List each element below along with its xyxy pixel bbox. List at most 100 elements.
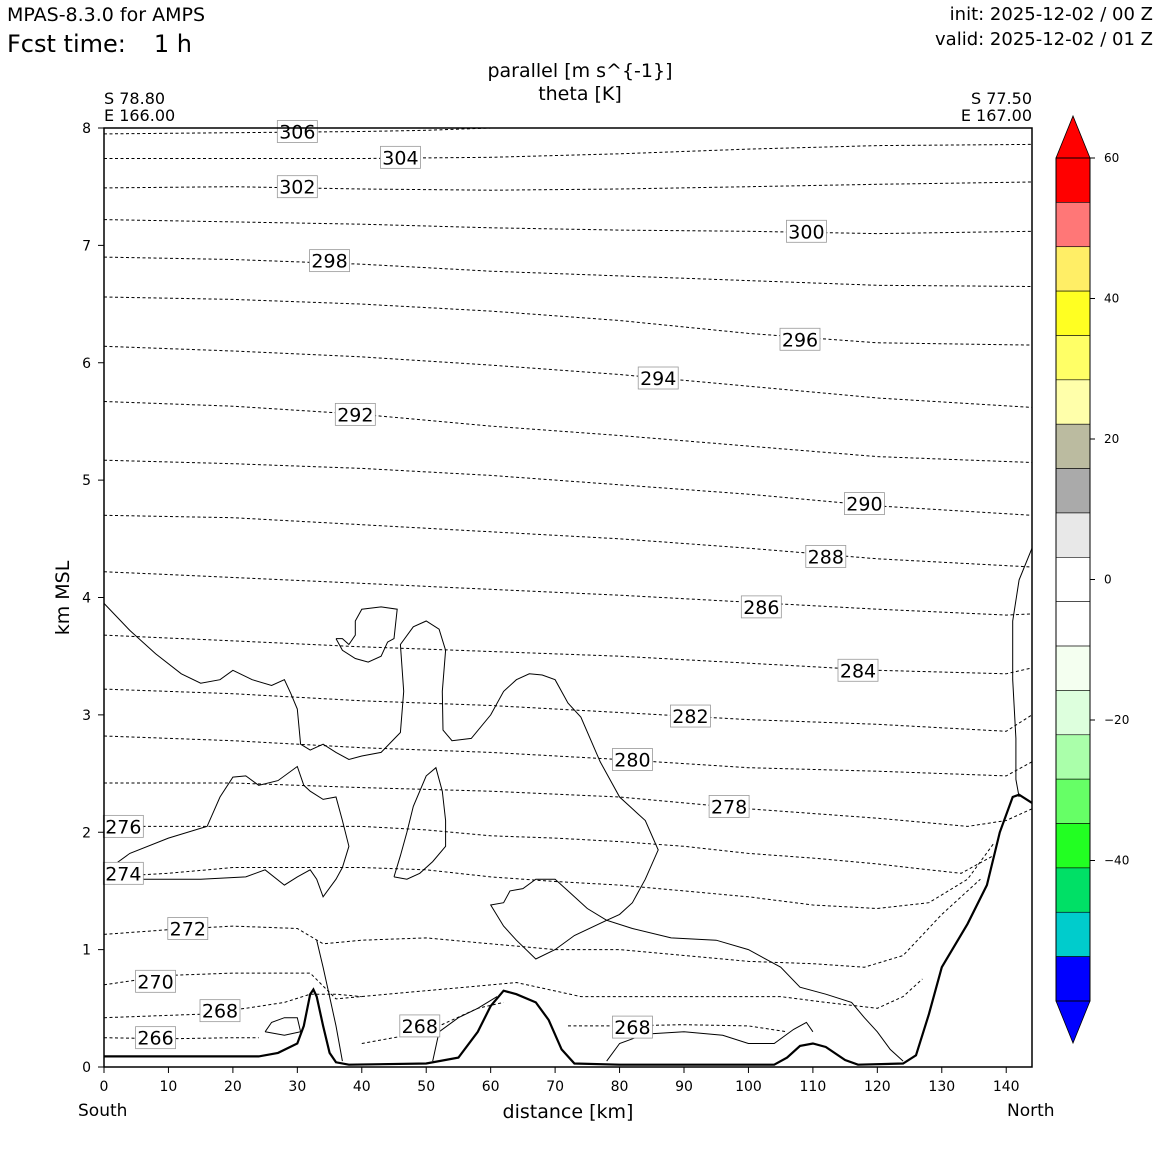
theta-label-text: 274 — [105, 863, 141, 885]
theta-label-268: 268 — [399, 1014, 441, 1038]
contour-layer — [104, 128, 1032, 1066]
y-tick-label: 1 — [82, 943, 91, 959]
wind-contour-6 — [264, 1017, 302, 1036]
theta-contour-270 — [104, 972, 923, 1009]
theta-label-298: 298 — [309, 249, 350, 273]
theta-label-296: 296 — [779, 327, 821, 351]
north-direction-label: North — [1007, 1101, 1055, 1121]
theta-label-box — [399, 1014, 441, 1038]
theta-label-box — [276, 175, 318, 199]
theta-contour-302 — [104, 181, 1032, 191]
valid-time: valid: 2025-12-02 / 01 Z — [935, 29, 1153, 50]
colorbar-segment — [1055, 423, 1091, 469]
theta-contour-276 — [104, 825, 994, 874]
theta-contour-284 — [104, 634, 1032, 675]
colorbar-segment — [1055, 734, 1091, 780]
colorbar-segment — [1055, 557, 1091, 602]
x-tick-label: 140 — [993, 1079, 1020, 1095]
chart-subtitle: theta [K] — [538, 83, 622, 105]
wind-contour-0 — [104, 603, 904, 1062]
theta-contour-296 — [104, 296, 1032, 346]
x-tick-label: 30 — [288, 1079, 306, 1095]
theta-contour-300 — [104, 219, 1032, 235]
x-tick-label: 60 — [482, 1079, 500, 1095]
wind-contour-4 — [1012, 548, 1032, 798]
colorbar-segment — [1055, 778, 1091, 824]
theta-contour-266 — [104, 1037, 259, 1040]
theta-label-box — [708, 795, 750, 818]
colorbar-extend-min — [1055, 1000, 1091, 1045]
theta-label-text: 288 — [808, 546, 844, 568]
theta-label-text: 298 — [311, 251, 347, 273]
right-endpoint-lat: S 77.50 — [970, 89, 1032, 108]
colorbar-segment — [1055, 512, 1091, 558]
theta-label-text: 282 — [672, 706, 708, 728]
theta-label-text: 306 — [279, 122, 315, 144]
theta-label-text: 270 — [137, 971, 173, 993]
theta-label-306: 306 — [276, 120, 318, 144]
colorbar-extend-max — [1055, 114, 1091, 159]
y-tick-label: 8 — [82, 121, 91, 137]
theta-label-box — [786, 219, 827, 243]
theta-label-300: 300 — [786, 219, 827, 243]
colorbar-segment — [1055, 290, 1091, 336]
y-tick-label: 2 — [82, 825, 91, 841]
theta-label-text: 278 — [711, 796, 747, 818]
x-axis-label: distance [km] — [503, 1101, 634, 1123]
theta-label-292: 292 — [334, 402, 376, 426]
theta-label-282: 282 — [670, 704, 711, 728]
colorbar-tick-label: −20 — [1104, 713, 1129, 727]
left-endpoint-lat: S 78.80 — [104, 89, 166, 108]
x-tick-label: 100 — [735, 1079, 762, 1095]
theta-label-288: 288 — [805, 545, 847, 568]
colorbar-tick-label: 20 — [1104, 432, 1119, 446]
y-tick-label: 6 — [82, 356, 91, 372]
theta-label-290: 290 — [844, 492, 885, 516]
theta-label-box — [779, 327, 821, 351]
theta-label-box — [276, 120, 318, 143]
colorbar-segment — [1055, 379, 1091, 425]
theta-label-text: 280 — [614, 749, 650, 771]
y-axis-label: km MSL — [52, 560, 74, 635]
left-endpoint-lon: E 166.00 — [104, 106, 176, 125]
wind-contour-2 — [393, 766, 447, 880]
theta-label-302: 302 — [276, 175, 318, 199]
chart-title: parallel [m s^{-1}] — [487, 60, 673, 82]
theta-label-294: 294 — [637, 366, 679, 390]
theta-contour-274 — [104, 843, 994, 910]
theta-label-text: 304 — [382, 147, 418, 169]
colorbar-segment — [1055, 157, 1091, 203]
theta-label-box — [199, 999, 241, 1023]
theta-label-280: 280 — [612, 748, 653, 771]
theta-label-268: 268 — [199, 999, 241, 1023]
theta-contour-282 — [104, 688, 1032, 732]
theta-label-272: 272 — [167, 917, 209, 940]
y-tick-label: 0 — [82, 1060, 91, 1076]
theta-label-text: 286 — [743, 597, 779, 619]
theta-contour-304 — [104, 143, 1032, 159]
theta-contour-290 — [104, 459, 1032, 516]
colorbar-tick-label: 0 — [1104, 573, 1112, 587]
x-tick-label: 90 — [675, 1079, 693, 1095]
theta-label-286: 286 — [740, 595, 782, 619]
colorbar-segment — [1055, 911, 1091, 957]
model-title: MPAS-8.3.0 for AMPS — [7, 4, 206, 26]
theta-label-box — [309, 249, 350, 273]
forecast-time: Fcst time: 1 h — [7, 30, 192, 58]
x-tick-label: 40 — [353, 1079, 371, 1095]
theta-contour-272 — [104, 878, 981, 968]
wind-contour-3 — [110, 765, 350, 898]
theta-label-text: 290 — [846, 494, 882, 516]
theta-label-box — [380, 145, 421, 169]
theta-contour-294 — [104, 345, 1032, 408]
theta-label-text: 296 — [782, 329, 818, 351]
colorbar: 60 40 20 0 −20 −40 — [1055, 114, 1129, 1045]
x-tick-label: 110 — [800, 1079, 827, 1095]
theta-label-276: 276 — [102, 814, 144, 838]
theta-label-274: 274 — [102, 861, 144, 885]
colorbar-segment — [1055, 601, 1091, 647]
wind-contour-7 — [432, 996, 498, 1062]
theta-label-text: 268 — [402, 1016, 438, 1038]
theta-contour-286 — [104, 571, 1032, 616]
theta-label-box — [837, 658, 879, 682]
